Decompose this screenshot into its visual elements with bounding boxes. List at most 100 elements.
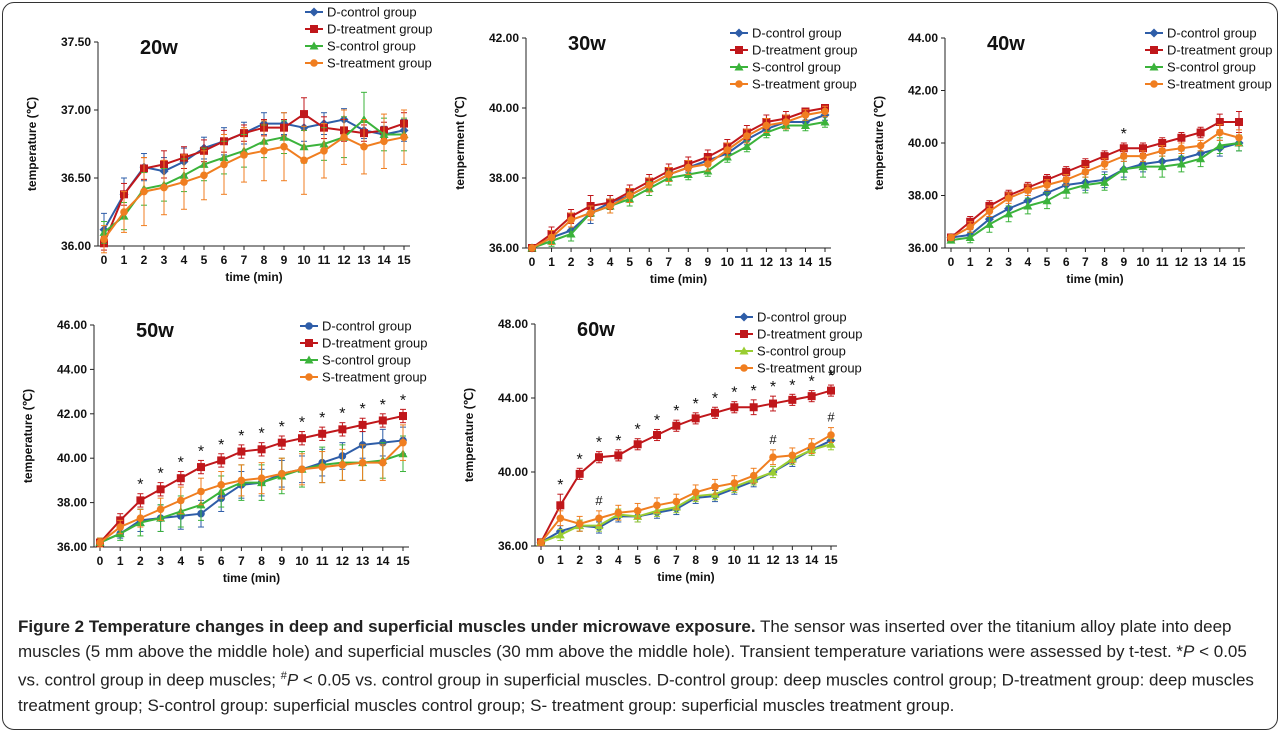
significance-star: * <box>712 390 718 407</box>
significance-star: * <box>258 426 264 443</box>
data-point <box>749 403 758 412</box>
data-point <box>704 160 712 168</box>
y-axis-label: temperature (℃) <box>872 96 886 190</box>
data-point <box>821 107 829 116</box>
data-point <box>633 507 642 515</box>
significance-hash: # <box>769 432 777 447</box>
data-point <box>1157 162 1167 171</box>
significance-star: * <box>400 392 406 409</box>
y-tick-label: 42.00 <box>908 84 938 98</box>
data-point <box>653 431 661 439</box>
x-tick-label: 3 <box>587 255 594 269</box>
x-tick-label: 12 <box>337 253 351 267</box>
x-tick-label: 0 <box>529 255 536 269</box>
legend-label: S-treatment group <box>327 56 432 71</box>
significance-star: * <box>693 396 699 413</box>
legend-label: S-control group <box>322 353 411 368</box>
caption-hash: # <box>280 670 287 682</box>
y-tick-label: 38.00 <box>908 189 938 203</box>
data-point <box>547 233 556 242</box>
caption-body-1: The sensor was inserted over the titaniu… <box>18 617 1232 661</box>
series-s-treatment-group <box>947 124 1243 242</box>
significance-star: * <box>731 385 737 402</box>
significance-star: * <box>557 477 563 494</box>
data-point <box>788 395 797 404</box>
data-point <box>1120 152 1128 160</box>
data-point <box>380 137 388 146</box>
legend-label: S-treatment group <box>1167 77 1272 92</box>
legend-marker <box>739 346 749 355</box>
data-point <box>338 461 347 469</box>
data-point <box>116 523 124 531</box>
legend-marker <box>734 28 744 38</box>
chart-30w: 36.00 38.00 40.00 42.00 0 1 2 3 4 5 6 7 8 9 10 11 12 13 14… <box>430 0 860 300</box>
panel-label: 50w <box>136 320 174 342</box>
data-point <box>742 142 752 150</box>
data-point <box>260 147 268 155</box>
x-tick-label: 14 <box>1213 255 1227 269</box>
caption-body-3: < 0.05 vs. control group in superficial … <box>18 670 1254 715</box>
data-point <box>140 187 148 196</box>
legend-marker <box>1149 62 1159 71</box>
series-line <box>103 118 404 234</box>
legend-label: D-treatment group <box>757 327 863 342</box>
legend-label: D-treatment group <box>322 336 428 351</box>
significance-star: * <box>339 406 345 423</box>
x-tick-label: 11 <box>747 553 760 567</box>
series-line <box>540 434 832 543</box>
data-point <box>1004 194 1013 202</box>
x-tick-label: 12 <box>760 255 774 269</box>
data-point <box>320 147 328 155</box>
x-tick-label: 14 <box>377 253 391 267</box>
data-point <box>379 458 387 467</box>
legend-marker <box>305 373 313 381</box>
y-tick-label: 42.00 <box>57 407 87 421</box>
significance-star: * <box>238 428 244 445</box>
data-point <box>399 412 407 421</box>
series-line <box>540 443 832 544</box>
legend-label: S-control group <box>752 60 841 75</box>
x-tick-label: 15 <box>397 253 411 267</box>
x-tick-label: 5 <box>626 255 633 269</box>
data-point <box>358 420 367 429</box>
data-point <box>298 434 306 443</box>
x-tick-label: 2 <box>141 253 148 267</box>
significance-star: * <box>635 422 641 439</box>
data-point <box>156 505 165 514</box>
y-tick-label: 37.50 <box>61 35 91 49</box>
y-tick-label: 36.00 <box>498 539 528 553</box>
data-point <box>378 416 387 425</box>
x-tick-label: 1 <box>548 255 555 269</box>
caption-p-1: P <box>1183 642 1195 661</box>
x-tick-label: 15 <box>824 553 838 567</box>
y-tick-label: 48.00 <box>498 317 528 331</box>
x-tick-label: 5 <box>201 253 208 267</box>
data-point <box>1177 133 1186 142</box>
x-tick-label: 3 <box>157 554 164 568</box>
x-tick-label: 7 <box>673 553 680 567</box>
y-tick-label: 36.00 <box>908 241 938 255</box>
data-point <box>528 244 536 252</box>
data-point <box>788 451 797 460</box>
significance-hash: # <box>827 410 835 425</box>
x-tick-label: 6 <box>1063 255 1070 269</box>
series-line <box>103 118 405 231</box>
significance-star: * <box>809 374 815 391</box>
data-point <box>827 386 835 395</box>
data-point <box>586 209 595 217</box>
data-point <box>240 151 248 159</box>
y-tick-label: 46.00 <box>57 318 87 332</box>
x-tick-label: 2 <box>576 553 583 567</box>
data-point <box>595 514 603 523</box>
data-point <box>1138 162 1148 171</box>
series-s-treatment-group <box>96 424 407 548</box>
data-point <box>338 425 347 434</box>
x-tick-label: 1 <box>557 553 564 567</box>
legend-label: D-control group <box>1167 26 1257 41</box>
data-point <box>985 207 994 216</box>
x-tick-label: 3 <box>161 253 168 267</box>
x-tick-label: 3 <box>596 553 603 567</box>
